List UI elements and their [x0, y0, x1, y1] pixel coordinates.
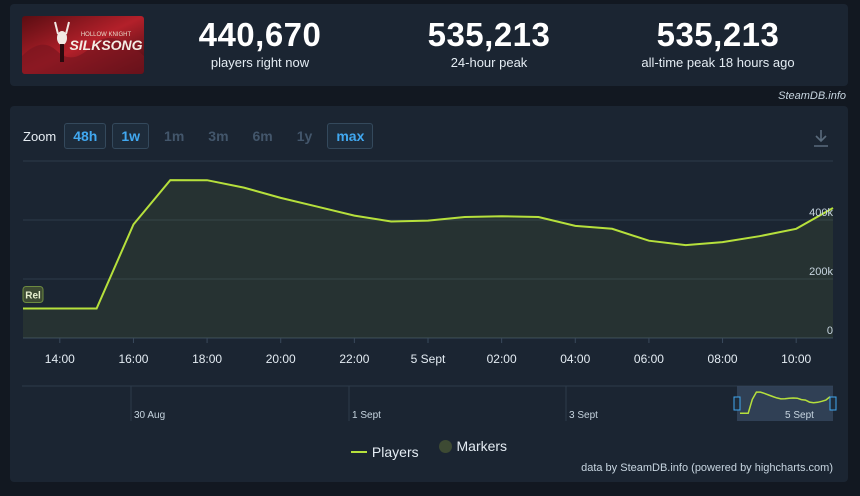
release-marker-box[interactable] — [22, 286, 44, 303]
svg-text:HOLLOW KNIGHT: HOLLOW KNIGHT — [81, 32, 132, 38]
zoom-1y-button[interactable]: 1y — [296, 128, 313, 144]
game-logo[interactable]: HOLLOW KNIGHT SILKSONG — [22, 16, 144, 74]
legend-label-players: Players — [371, 443, 419, 460]
navigator-label: 3 Sept — [569, 410, 598, 421]
zoom-controls: Zoom 48h 1w 1m 3m 6m 1y max — [23, 123, 379, 149]
alltime-peak-stat: 535,213 all-time peak 18 hours ago — [618, 16, 818, 72]
navigator-left-handle[interactable] — [733, 396, 741, 411]
current-players-value: 440,670 — [198, 16, 322, 53]
current-players-label: players right now — [210, 55, 310, 70]
player-count-chart[interactable]: 0 200k 400k 14:00 16:00 18:00 20:00 22:00 5 Sep… — [10, 106, 848, 482]
day-peak-stat: 535,213 24-hour peak — [409, 16, 569, 72]
x-tick-label: 18:00 — [192, 352, 222, 366]
zoom-1m-button[interactable]: 1m — [164, 128, 185, 144]
day-peak-value: 535,213 — [427, 16, 551, 53]
x-tick-label: 5 Sept — [411, 352, 446, 366]
navigator-series-line — [740, 391, 831, 414]
x-tick-label: 02:00 — [487, 352, 517, 366]
zoom-48h-button[interactable]: 48h — [64, 123, 107, 149]
alltime-peak-label: all-time peak 18 hours ago — [641, 55, 795, 70]
legend-item-players[interactable]: Players — [350, 443, 419, 460]
alltime-peak-value: 535,213 — [656, 16, 780, 53]
day-peak-label: 24-hour peak — [450, 55, 528, 70]
download-icon[interactable] — [812, 128, 830, 148]
players-series-line[interactable] — [23, 179, 834, 310]
navigator[interactable]: 30 Aug 1 Sept 3 Sept 5 Sept — [22, 385, 837, 421]
game-logo-image: HOLLOW KNIGHT SILKSONG — [22, 16, 144, 74]
steamdb-credit-link[interactable]: SteamDB.info — [778, 90, 846, 102]
x-tick-label: 10:00 — [781, 352, 811, 366]
stats-panel: HOLLOW KNIGHT SILKSONG 440,670 players r… — [10, 4, 848, 86]
release-marker[interactable]: Rel — [22, 286, 44, 303]
navigator-label: 1 Sept — [352, 410, 381, 421]
zoom-6m-button[interactable]: 6m — [252, 128, 273, 144]
zoom-3m-button[interactable]: 3m — [208, 128, 229, 144]
x-tick-label: 06:00 — [634, 352, 664, 366]
legend-label-markers: Markers — [456, 438, 508, 454]
release-marker-label: Rel — [25, 291, 41, 302]
x-tick-label: 20:00 — [266, 352, 296, 366]
zoom-label: Zoom — [23, 128, 57, 144]
x-tick-label: 16:00 — [118, 352, 148, 366]
y-axis-labels: 0 200k 400k — [809, 207, 833, 337]
x-tick-label: 14:00 — [45, 352, 75, 366]
zoom-1w-button[interactable]: 1w — [112, 123, 150, 149]
players-series-area — [23, 180, 833, 338]
legend-item-markers[interactable]: Markers — [438, 438, 508, 454]
players-line-swatch — [350, 450, 367, 453]
navigator-label: 5 Sept — [785, 410, 814, 421]
chart-panel: Zoom 48h 1w 1m 3m 6m 1y max 0 200k 400k 14… — [10, 106, 848, 482]
svg-text:SILKSONG: SILKSONG — [69, 37, 142, 53]
x-axis-labels: 14:00 16:00 18:00 20:00 22:00 5 Sept 02:00 04:0… — [45, 338, 812, 366]
chart-footer-credit[interactable]: data by SteamDB.info (powered by highcha… — [581, 462, 833, 474]
zoom-max-button[interactable]: max — [327, 123, 374, 149]
current-players-stat: 440,670 players right now — [180, 16, 340, 72]
navigator-label: 30 Aug — [134, 410, 165, 421]
x-tick-label: 08:00 — [708, 352, 738, 366]
y-tick-label: 200k — [809, 266, 833, 278]
y-tick-label: 400k — [809, 207, 833, 219]
chart-legend: Players Markers — [10, 438, 848, 460]
y-tick-label: 0 — [827, 325, 833, 337]
x-tick-label: 04:00 — [560, 352, 590, 366]
x-tick-label: 22:00 — [339, 352, 369, 366]
navigator-right-handle[interactable] — [829, 396, 837, 411]
navigator-selection[interactable] — [737, 386, 833, 421]
markers-dot-swatch — [438, 439, 452, 453]
